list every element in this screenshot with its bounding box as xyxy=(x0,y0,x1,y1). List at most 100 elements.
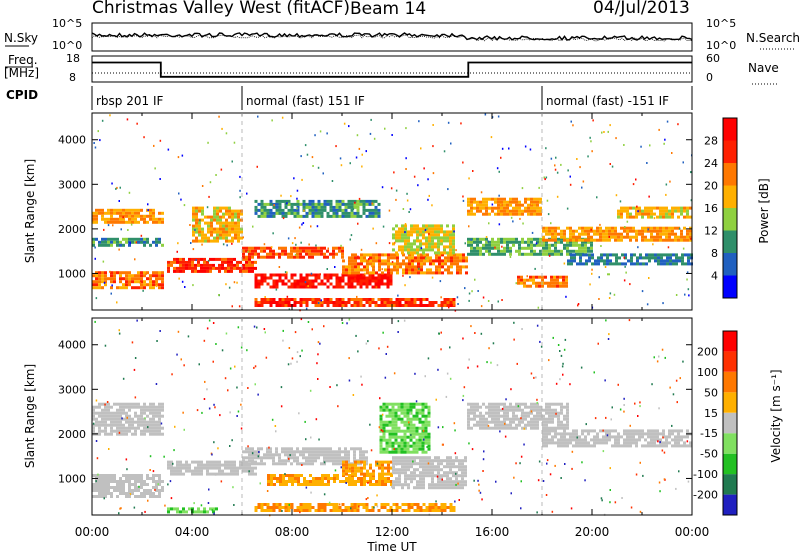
vel-cell xyxy=(279,483,282,486)
power-scatter-cell xyxy=(339,157,342,160)
vel-cell xyxy=(385,450,389,454)
vel-cell xyxy=(356,506,360,509)
power-cell xyxy=(395,304,399,307)
vel-cell xyxy=(365,509,369,512)
power-cell xyxy=(639,253,642,257)
power-cell xyxy=(491,243,494,247)
vel-cell xyxy=(431,509,435,512)
power-cell xyxy=(635,209,638,213)
power-scatter-cell xyxy=(218,294,220,296)
vel-cell xyxy=(92,405,95,409)
power-cell xyxy=(305,285,309,289)
power-cell xyxy=(611,235,614,239)
power-cell xyxy=(648,259,651,263)
power-cell xyxy=(423,271,426,275)
vel-cell xyxy=(392,468,395,472)
power-cell xyxy=(410,233,413,237)
vel-cell xyxy=(104,483,107,486)
power-cell xyxy=(491,252,494,256)
power-cell xyxy=(326,214,330,218)
power-cell xyxy=(137,220,140,224)
power-cell xyxy=(296,282,300,286)
vel-cell xyxy=(494,402,497,406)
power-cell xyxy=(357,262,360,266)
vel-cell xyxy=(391,444,395,448)
vel-cell xyxy=(530,408,533,412)
power-colorbar-swatch xyxy=(723,163,737,186)
power-cell xyxy=(680,238,683,242)
vel-cell xyxy=(200,472,203,476)
power-cell xyxy=(272,285,276,289)
vel-cell xyxy=(377,509,381,512)
power-cell xyxy=(588,259,591,263)
power-cell xyxy=(672,262,675,266)
vel-cell xyxy=(404,462,407,466)
vel-cell xyxy=(635,432,638,436)
power-cell xyxy=(632,235,635,239)
power-cell xyxy=(366,262,369,266)
vel-cell xyxy=(260,462,263,466)
vel-cell xyxy=(206,472,209,476)
vel-cell xyxy=(140,405,143,409)
vel-cell xyxy=(251,469,254,473)
vel-scatter-cell xyxy=(106,401,109,403)
vel-cell xyxy=(404,456,407,460)
vel-scatter-cell xyxy=(149,455,152,458)
vel-cell xyxy=(182,463,185,467)
power-cell xyxy=(353,285,357,289)
power-cell xyxy=(98,277,101,281)
power-cell xyxy=(254,273,258,277)
power-cell xyxy=(287,301,291,304)
power-cell xyxy=(662,215,665,219)
vel-cell xyxy=(461,486,464,490)
power-cell xyxy=(293,202,297,206)
vel-cell xyxy=(293,453,296,457)
power-cell xyxy=(585,262,588,266)
vel-cell xyxy=(278,506,282,509)
power-scatter-cell xyxy=(425,257,427,260)
power-cell xyxy=(686,229,689,233)
vel-cell xyxy=(104,405,107,409)
power-cell xyxy=(686,215,689,219)
power-cell xyxy=(623,206,626,210)
power-cell xyxy=(299,279,303,283)
power-cell xyxy=(275,285,279,289)
power-scatter-cell xyxy=(498,170,500,173)
power-cell xyxy=(207,227,210,231)
power-cell xyxy=(200,266,203,270)
vel-cell xyxy=(218,469,221,473)
power-cell xyxy=(465,256,468,260)
vel-cell xyxy=(491,426,494,430)
vel-cell xyxy=(452,465,455,469)
vel-scatter-cell xyxy=(380,429,383,432)
vel-cell xyxy=(128,405,131,409)
power-cell xyxy=(225,239,228,243)
power-cell xyxy=(341,208,345,212)
vel-cell xyxy=(668,435,671,439)
vel-cell xyxy=(329,456,332,460)
vel-cell xyxy=(279,477,282,480)
power-cell xyxy=(194,263,197,267)
vel-cell xyxy=(381,469,384,473)
power-cell xyxy=(237,224,240,228)
power-cell xyxy=(242,269,245,273)
power-scatter-cell xyxy=(409,276,411,279)
power-cell xyxy=(116,217,119,221)
power-cell xyxy=(687,256,690,260)
power-cell xyxy=(360,256,363,260)
power-cell xyxy=(231,239,234,243)
freq-tick-top: 18 xyxy=(66,52,80,65)
power-cell xyxy=(386,282,390,286)
vel-cell xyxy=(542,420,545,424)
vel-cell xyxy=(200,460,203,464)
power-cell xyxy=(506,206,509,210)
vel-cell xyxy=(110,420,113,424)
vel-cell xyxy=(488,405,491,409)
power-cell xyxy=(203,269,206,273)
power-cell xyxy=(420,259,423,263)
power-cell xyxy=(556,284,559,288)
power-cell xyxy=(302,301,306,304)
power-cell xyxy=(497,209,500,213)
power-scatter-cell xyxy=(666,120,669,123)
power-cell xyxy=(101,271,104,275)
